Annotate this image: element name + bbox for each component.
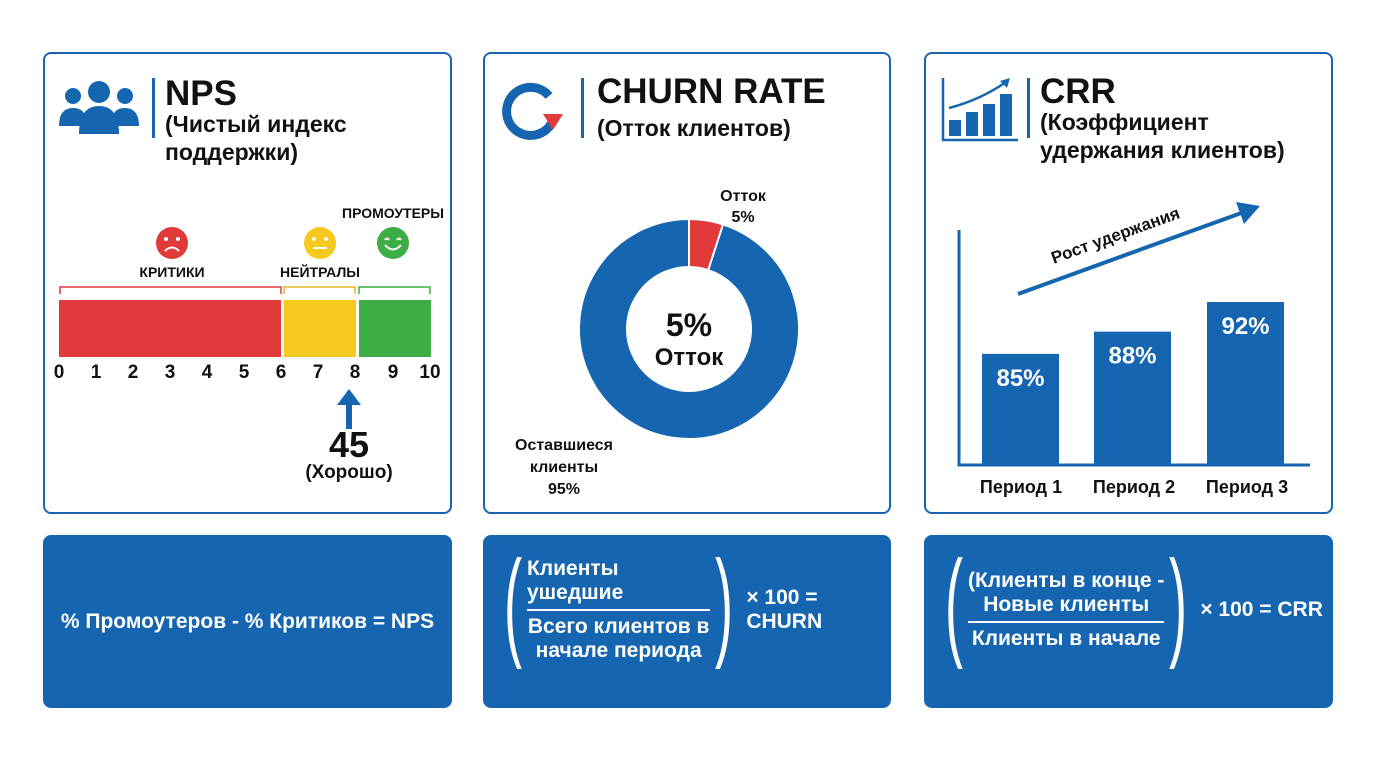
divider xyxy=(152,78,155,138)
crr-card: CRR (Коэффициент удержания клиентов) 85%… xyxy=(924,52,1333,514)
promoters-segment xyxy=(359,300,431,357)
remaining-value: 95% xyxy=(547,481,581,498)
tick: 8 xyxy=(349,362,361,383)
churn-subtitle: (Отток клиентов) xyxy=(597,115,791,141)
paren: ) xyxy=(1169,536,1188,670)
churn-formula-box: ( Клиенты ушедшие Всего клиентов в начал… xyxy=(483,535,891,708)
tick: 2 xyxy=(127,362,139,383)
growth-chart-icon xyxy=(941,78,1018,142)
retention-bar xyxy=(982,353,1059,465)
segment-label-neutrals: НЕЙТРАЛЫ xyxy=(280,264,360,280)
users-icon xyxy=(59,81,139,134)
churn-slice xyxy=(688,217,725,272)
donut-center-value: 5% xyxy=(665,307,713,343)
crr-subtitle-2: удержания клиентов) xyxy=(1040,137,1285,163)
nps-formula-box: % Промоутеров - % Критиков = NPS xyxy=(43,535,452,708)
nps-subtitle-2: поддержки) xyxy=(165,139,298,165)
tick: 4 xyxy=(201,362,213,383)
divider xyxy=(1027,78,1030,138)
tick: 6 xyxy=(275,362,287,383)
bar-value-label: 92% xyxy=(1221,313,1269,340)
segment-label-promoters: ПРОМОУТЕРЫ xyxy=(342,205,444,221)
crr-title: CRR xyxy=(1040,72,1116,111)
fraction: Клиенты ушедшие Всего клиентов в начале … xyxy=(526,557,711,663)
crr-formula-box: ( (Клиенты в конце - Новые клиенты Клиен… xyxy=(924,535,1333,708)
period-label: Период 3 xyxy=(1205,477,1289,497)
fraction: (Клиенты в конце - Новые клиенты Клиенты… xyxy=(967,569,1165,651)
period-label: Период 2 xyxy=(1092,477,1176,497)
churn-cycle-icon xyxy=(502,82,563,140)
donut-center-label: Отток xyxy=(654,344,724,371)
tick: 10 xyxy=(419,362,441,383)
remaining-label: Оставшиеся клиенты 95% xyxy=(515,435,613,501)
denominator: Клиенты в начале xyxy=(971,627,1161,650)
retention-bar xyxy=(1207,302,1284,465)
retention-bar xyxy=(1094,331,1171,465)
nps-scale xyxy=(59,286,431,357)
arrow-up-icon xyxy=(337,389,361,429)
slice-label: Отток xyxy=(720,188,766,205)
nps-card: NPS (Чистый индекс поддержки) ПРОМОУТЕРЫ… xyxy=(43,52,452,514)
tick: 9 xyxy=(387,362,399,383)
paren: ( xyxy=(944,536,963,670)
remaining-slice xyxy=(578,217,800,440)
tick: 5 xyxy=(238,362,250,383)
churn-slice-label: Отток 5% xyxy=(720,186,766,228)
bar-value-label: 88% xyxy=(1108,343,1156,370)
fraction-bar xyxy=(526,609,711,611)
numerator: Клиенты ушедшие xyxy=(526,557,624,604)
trend-arrow-line xyxy=(1017,210,1245,296)
neutrals-segment xyxy=(284,300,356,357)
churn-formula: ( Клиенты ушедшие Всего клиентов в начал… xyxy=(493,543,891,663)
crr-bar-chart: 85% 88% 92% xyxy=(957,202,1310,467)
fraction-bar xyxy=(967,621,1165,623)
paren: ( xyxy=(503,536,522,670)
nps-title: NPS xyxy=(165,74,237,113)
numerator-1: (Клиенты в конце - xyxy=(967,569,1165,592)
tick: 1 xyxy=(90,362,102,383)
nps-subtitle-1: (Чистый индекс xyxy=(165,111,347,137)
crr-formula: ( (Клиенты в конце - Новые клиенты Клиен… xyxy=(934,543,1323,663)
tick: 7 xyxy=(312,362,324,383)
formula-tail: × 100 = CRR xyxy=(1200,598,1323,621)
denominator-2: начале периода xyxy=(535,639,702,662)
segment-label-critics: КРИТИКИ xyxy=(139,264,205,280)
crr-subtitle-1: (Коэффициент xyxy=(1040,109,1209,135)
neutral-face-icon xyxy=(304,227,336,259)
divider xyxy=(581,78,584,138)
nps-formula: % Промоутеров - % Критиков = NPS xyxy=(60,609,435,633)
formula-tail: × 100 = CHURN xyxy=(746,586,823,633)
bar-value-label: 85% xyxy=(996,365,1044,392)
nps-score-label: (Хорошо) xyxy=(305,462,393,483)
period-label: Период 1 xyxy=(979,477,1063,497)
churn-donut xyxy=(578,217,800,440)
remaining-label-2: клиенты xyxy=(529,459,599,476)
trend-arrow-head xyxy=(1236,202,1260,224)
numerator-2: Новые клиенты xyxy=(983,593,1150,616)
churn-card: CHURN RATE (Отток клиентов) 5% Отток Отт… xyxy=(483,52,891,514)
remaining-label-1: Оставшиеся xyxy=(514,437,614,454)
chart-axes xyxy=(957,230,1310,467)
denominator-1: Всего клиентов в xyxy=(527,615,710,638)
nps-score: 45 xyxy=(328,424,370,465)
critics-segment xyxy=(59,300,281,357)
churn-title: CHURN RATE xyxy=(597,72,826,111)
sad-face-icon xyxy=(156,227,188,259)
slice-value: 5% xyxy=(731,209,755,226)
tick: 0 xyxy=(53,362,65,383)
paren: ) xyxy=(715,536,734,670)
happy-face-icon xyxy=(377,227,409,259)
tick: 3 xyxy=(164,362,176,383)
